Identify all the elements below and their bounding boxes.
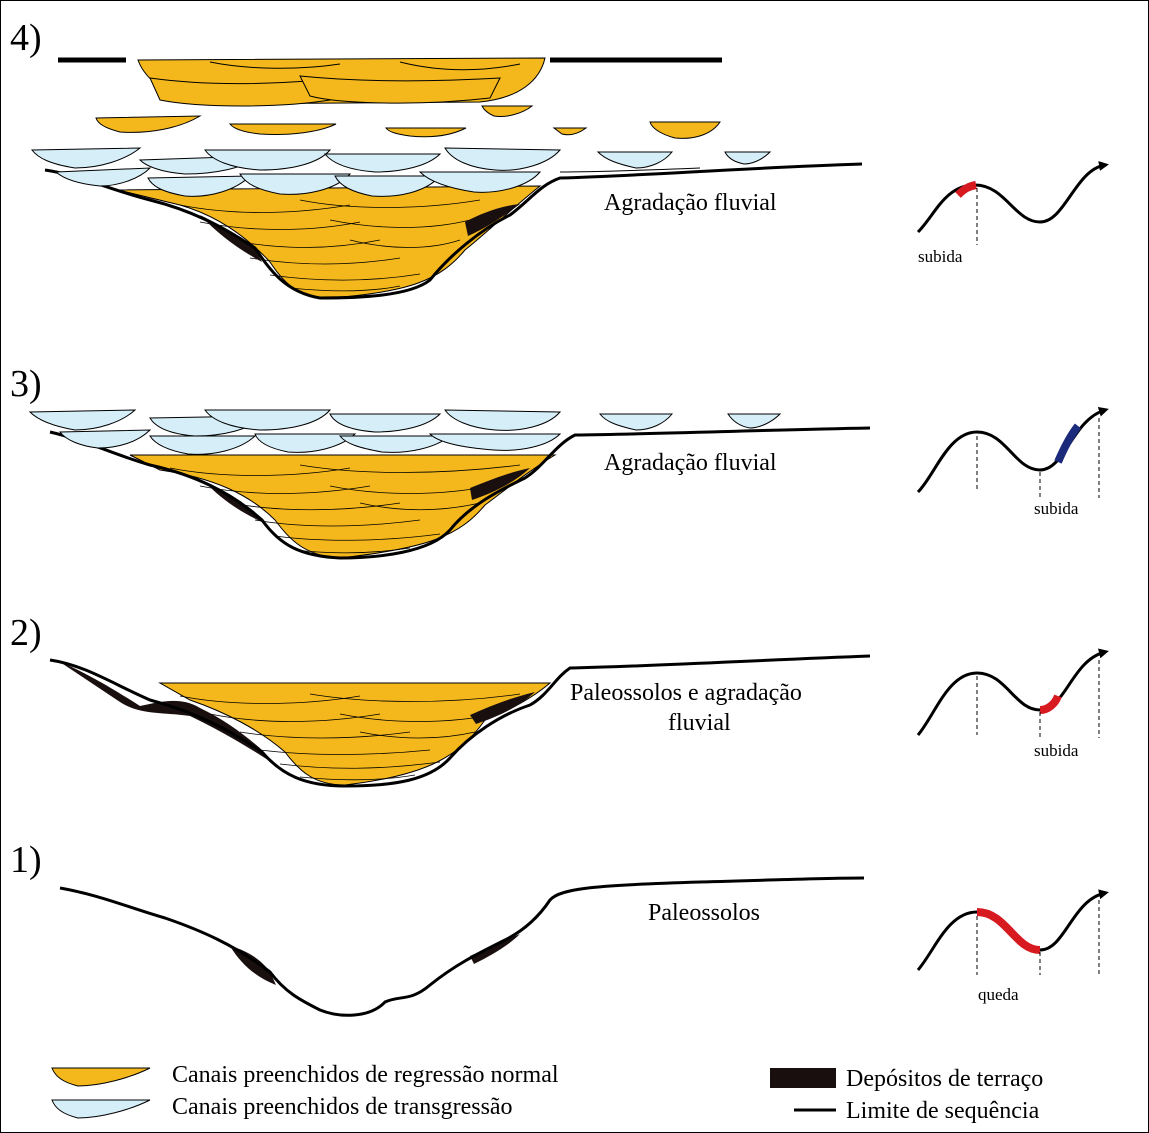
curve-4-label: subida xyxy=(918,247,963,266)
small-regression-channels xyxy=(95,105,721,139)
terrace-deposit-right xyxy=(465,204,520,236)
panel-2-label: 2) xyxy=(10,612,42,654)
transgression-channels-3 xyxy=(28,409,782,455)
panel-2-stage-text-line1: Paleossolos e agradação xyxy=(570,680,802,706)
valley-fill-regression-2 xyxy=(158,682,552,786)
legend-terrace-swatch xyxy=(770,1068,836,1088)
panel-1: 1) Paleossolos queda xyxy=(10,839,1109,1017)
panel-3-stage-text: Agradação fluvial xyxy=(604,450,777,476)
curve-2-highlight xyxy=(1039,694,1062,714)
sea-level-curve-2: subida xyxy=(916,648,1109,760)
terrace-deposit-left-2 xyxy=(60,662,268,760)
curve-2-line xyxy=(916,648,1109,736)
legend-regression-label: Canais preenchidos de regressão normal xyxy=(172,1062,559,1088)
terrace-deposit-left xyxy=(200,215,262,262)
valley-fill-regression xyxy=(117,185,542,299)
panel-1-label: 1) xyxy=(10,839,42,881)
terrace-deposit-right-2 xyxy=(470,692,535,724)
sequence-boundary-2 xyxy=(49,654,871,788)
sea-level-curve-4: subida xyxy=(916,161,1109,266)
sea-level-curve-1: queda xyxy=(916,889,1109,1004)
curve-3-line xyxy=(916,406,1109,494)
terrace-deposit-right-3 xyxy=(470,468,530,500)
sequence-boundary-4 xyxy=(44,162,863,300)
transgression-channels-4 xyxy=(31,147,772,197)
curve-3-highlight xyxy=(1054,423,1082,464)
sequence-boundary-3 xyxy=(49,426,871,560)
legend-transgression-label: Canais preenchidos de transgressão xyxy=(172,1094,513,1120)
panel-2: 2) Paleossolos e agradação fluvial subid… xyxy=(10,612,1109,788)
curve-4-line xyxy=(916,161,1109,234)
panel-1-stage-text: Paleossolos xyxy=(648,900,760,926)
curve-1-highlight xyxy=(976,908,1041,954)
terrace-deposit-left-1 xyxy=(230,946,276,985)
curve-3-label: subida xyxy=(1034,499,1079,518)
panel-3: 3) Agrada xyxy=(10,363,1109,560)
panel-3-label: 3) xyxy=(10,363,42,405)
panel-4-stage-text: Agradação fluvial xyxy=(604,190,777,216)
panel-4: 4) xyxy=(10,17,1109,300)
panel-4-label: 4) xyxy=(10,17,42,59)
legend-transgression-swatch xyxy=(51,1099,151,1119)
legend-regression-swatch xyxy=(51,1067,151,1087)
legend-terrace-label: Depósitos de terraço xyxy=(846,1066,1043,1092)
terrace-deposit-left-3 xyxy=(205,482,262,522)
curve-4-highlight xyxy=(955,181,977,198)
upper-regression-channels xyxy=(137,57,546,107)
legend: Canais preenchidos de regressão normal C… xyxy=(51,1062,1043,1124)
terrace-deposit-right-1 xyxy=(470,934,520,964)
curve-1-label: queda xyxy=(978,985,1019,1004)
sequence-boundary-1 xyxy=(59,876,865,1017)
sea-level-curve-3: subida xyxy=(916,406,1109,518)
curve-2-label: subida xyxy=(1034,741,1079,760)
legend-sequence-boundary-label: Limite de sequência xyxy=(846,1098,1040,1124)
panel-2-stage-text-line2: fluvial xyxy=(668,710,731,736)
